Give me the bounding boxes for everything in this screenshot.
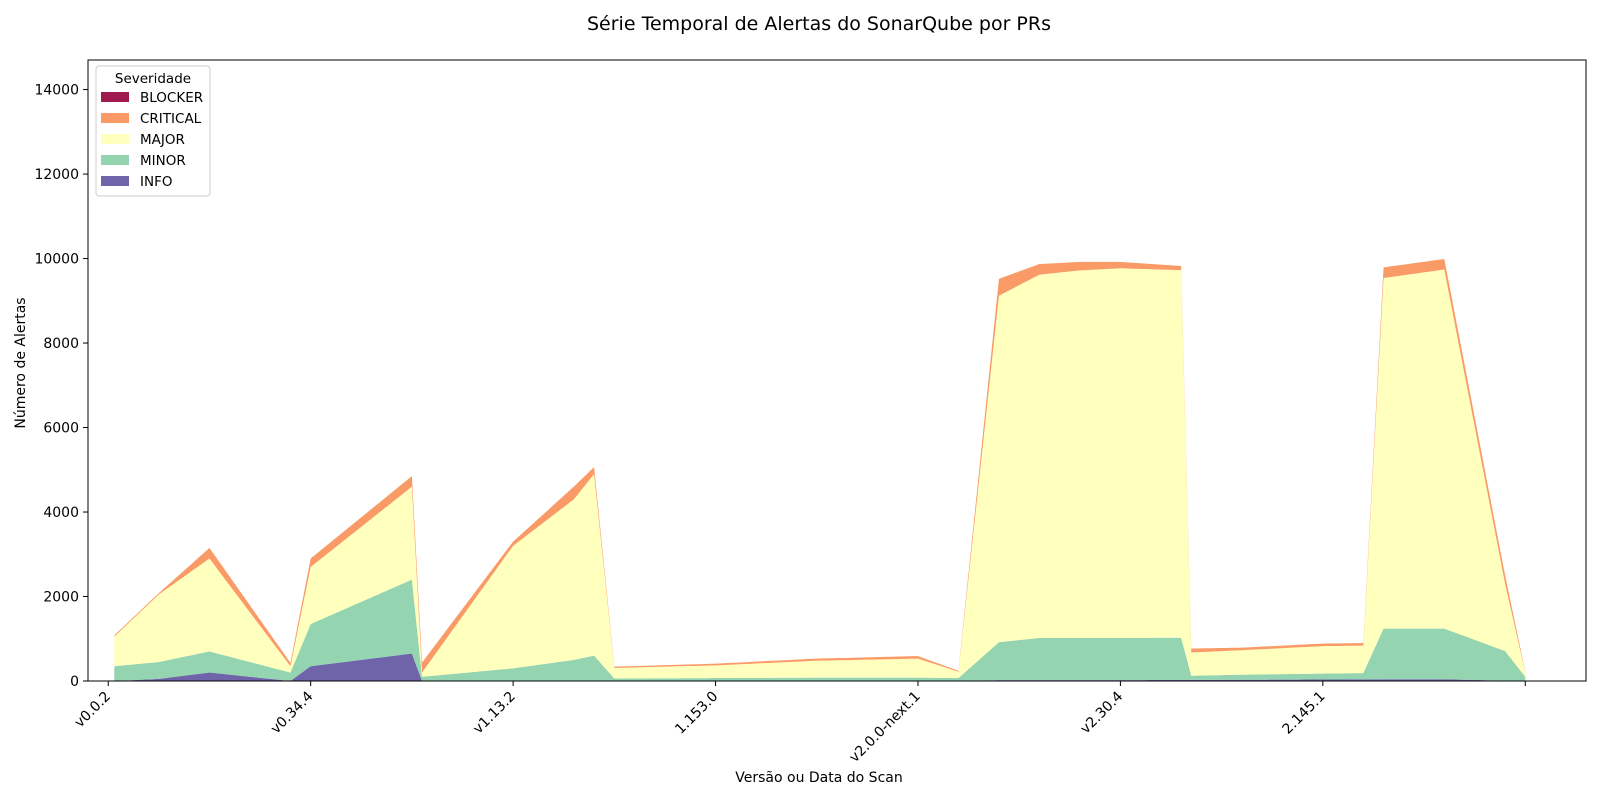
x-tick-label: v0.0.2 xyxy=(72,689,114,731)
legend-label-major: MAJOR xyxy=(140,132,185,148)
legend-label-minor: MINOR xyxy=(140,153,186,169)
legend: Severidade BLOCKER CRITICAL MAJOR MINOR INFO xyxy=(95,65,211,197)
x-tick-label: v2.0.0-next.1 xyxy=(846,689,923,766)
area-major xyxy=(114,268,1526,679)
legend-label-critical: CRITICAL xyxy=(140,111,202,127)
y-tick-label: 8000 xyxy=(43,336,79,352)
legend-swatch-info xyxy=(101,176,129,186)
y-axis: 0 2000 4000 6000 8000 10000 12000 14000 xyxy=(34,83,88,690)
x-tick-label: 2.145.1 xyxy=(1280,689,1329,738)
legend-swatch-blocker xyxy=(101,92,129,102)
legend-label-blocker: BLOCKER xyxy=(140,90,203,106)
area-minor xyxy=(114,579,1526,681)
area-info xyxy=(114,653,1526,681)
y-tick-label: 6000 xyxy=(43,421,79,437)
plot-frame xyxy=(87,59,1587,682)
y-tick-label: 10000 xyxy=(34,252,79,268)
legend-swatch-minor xyxy=(101,155,129,165)
legend-swatch-critical xyxy=(101,113,129,123)
y-tick-label: 4000 xyxy=(43,505,79,521)
y-tick-label: 0 xyxy=(70,674,79,690)
legend-label-info: INFO xyxy=(140,174,172,190)
y-axis-label: Número de Alertas xyxy=(13,297,29,428)
y-tick-label: 12000 xyxy=(34,167,79,183)
y-tick-label: 2000 xyxy=(43,590,79,606)
x-axis: v0.0.2 v0.34.4 v1.13.2 1.153.0 v2.0.0-next.1… xyxy=(72,681,1526,766)
x-tick-label: 1.153.0 xyxy=(672,689,721,738)
legend-swatch-major xyxy=(101,134,129,144)
legend-title: Severidade xyxy=(115,71,191,87)
plot-areas xyxy=(114,258,1526,681)
x-tick-label: v1.13.2 xyxy=(470,689,519,738)
y-tick-label: 14000 xyxy=(34,83,79,99)
x-tick-label: v0.34.4 xyxy=(268,688,317,737)
x-axis-label: Versão ou Data do Scan xyxy=(735,770,902,786)
x-tick-label: v2.30.4 xyxy=(1078,688,1127,737)
chart-title: Série Temporal de Alertas do SonarQube p… xyxy=(587,13,1051,35)
